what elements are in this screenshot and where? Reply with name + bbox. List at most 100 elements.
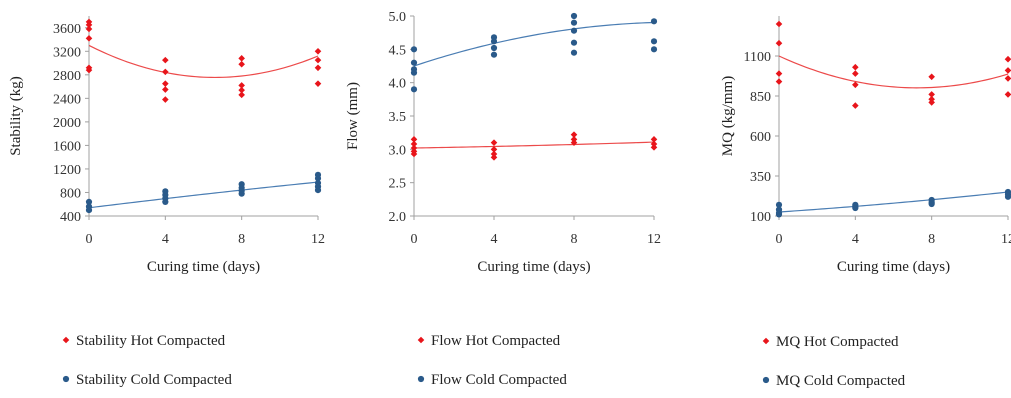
y-tick-label: 1100 (744, 50, 771, 65)
legend-marker-hot (762, 337, 770, 345)
y-tick-label: 600 (750, 130, 771, 145)
chart-panel-3: 100 350 600 850 1100 0 4 8 12 Curing time (days) M… (720, 16, 1011, 389)
data-point-cold (85, 198, 93, 205)
data-point-hot (314, 80, 322, 87)
data-point-hot (314, 64, 322, 72)
data-point-hot (490, 150, 498, 158)
legend-label: Stability Hot Compacted (76, 333, 226, 349)
y-tick-label: 850 (750, 90, 771, 105)
data-point-cold (570, 19, 578, 26)
data-point-hot (1004, 75, 1011, 82)
legend-marker-cold (762, 376, 770, 384)
y-tick-label: 3.5 (389, 110, 407, 125)
x-tick-label: 0 (411, 232, 418, 247)
data-point-hot (162, 80, 169, 87)
y-tick-label: 100 (750, 210, 771, 225)
y-tick-label: 1200 (53, 163, 81, 178)
data-point-hot (85, 66, 93, 74)
data-point-hot (775, 39, 783, 47)
y-tick-label: 3600 (53, 22, 81, 37)
data-point-cold (570, 49, 578, 56)
data-point-hot (410, 136, 418, 143)
data-point-cold (410, 86, 418, 93)
x-tick-label: 12 (647, 232, 661, 247)
legend-label: Stability Cold Compacted (76, 372, 232, 388)
data-point-cold (570, 27, 578, 34)
data-point-hot (162, 68, 169, 76)
data-point-hot (852, 81, 859, 89)
legend-marker-hot (62, 336, 70, 344)
data-point-hot (775, 70, 783, 77)
x-tick-label: 0 (86, 232, 93, 247)
data-point-hot (85, 21, 93, 29)
data-point-cold (314, 175, 322, 182)
data-point-hot (85, 25, 93, 33)
trendline-cold (413, 21, 655, 67)
x-tick-label: 8 (238, 232, 245, 247)
data-point-hot (490, 139, 498, 146)
data-point-hot (162, 96, 169, 103)
chart-panel-2: 2.0 2.5 3.0 3.5 4.0 4.5 5.0 0 4 8 12 Curing time (d… (345, 10, 661, 388)
y-tick-label: 350 (750, 170, 771, 185)
data-point-hot (928, 73, 935, 81)
data-point-hot (410, 150, 418, 158)
x-axis-label: Curing time (days) (477, 259, 590, 275)
data-point-cold (410, 59, 418, 66)
data-point-hot (852, 102, 859, 109)
data-point-cold (490, 44, 498, 52)
y-tick-label: 4.5 (389, 43, 407, 58)
y-axis-label: Stability (kg) (8, 76, 24, 156)
data-point-hot (1004, 91, 1011, 98)
legend-marker-cold (62, 375, 70, 383)
y-tick-label: 2000 (53, 116, 81, 131)
data-point-hot (650, 144, 658, 151)
y-tick-label: 2800 (53, 69, 81, 84)
x-tick-label: 8 (928, 232, 935, 247)
data-point-hot (570, 139, 578, 146)
data-point-cold (775, 201, 783, 208)
y-axis-label: Flow (mm) (345, 82, 361, 150)
data-point-hot (852, 63, 859, 71)
x-tick-label: 12 (311, 232, 325, 247)
legend-marker-cold (417, 375, 425, 383)
x-tick-label: 12 (1001, 232, 1011, 247)
data-point-cold (775, 211, 783, 218)
data-point-hot (238, 82, 245, 89)
data-point-hot (410, 140, 418, 148)
x-tick-label: 0 (776, 232, 783, 247)
data-point-hot (314, 47, 322, 55)
y-tick-label: 3200 (53, 45, 81, 60)
data-point-cold (650, 38, 658, 45)
y-tick-label: 3.0 (389, 143, 407, 158)
data-point-hot (852, 70, 859, 77)
data-point-cold (650, 46, 658, 53)
data-point-hot (238, 60, 245, 68)
data-point-hot (314, 56, 322, 64)
data-point-cold (490, 51, 498, 58)
data-point-hot (162, 56, 169, 64)
x-tick-label: 8 (571, 232, 578, 247)
legend-label: MQ Cold Compacted (776, 373, 906, 389)
trendline-hot (413, 141, 655, 149)
legend-label: MQ Hot Compacted (776, 334, 899, 350)
data-point-cold (1004, 193, 1011, 200)
data-point-hot (238, 91, 245, 99)
data-point-hot (490, 154, 498, 161)
legend-label: Flow Hot Compacted (431, 333, 561, 349)
data-point-hot (85, 35, 93, 42)
legend-label: Flow Cold Compacted (431, 372, 567, 388)
data-point-hot (775, 78, 783, 85)
x-axis-label: Curing time (days) (147, 259, 260, 275)
trendline-cold (88, 181, 319, 209)
data-point-cold (852, 204, 859, 212)
y-tick-label: 2400 (53, 92, 81, 107)
data-point-hot (775, 20, 783, 28)
x-tick-label: 4 (852, 232, 859, 247)
trendline-hot (88, 44, 319, 79)
data-point-cold (162, 198, 169, 205)
data-point-cold (410, 46, 418, 53)
data-point-hot (490, 146, 498, 153)
y-tick-label: 5.0 (389, 10, 407, 25)
